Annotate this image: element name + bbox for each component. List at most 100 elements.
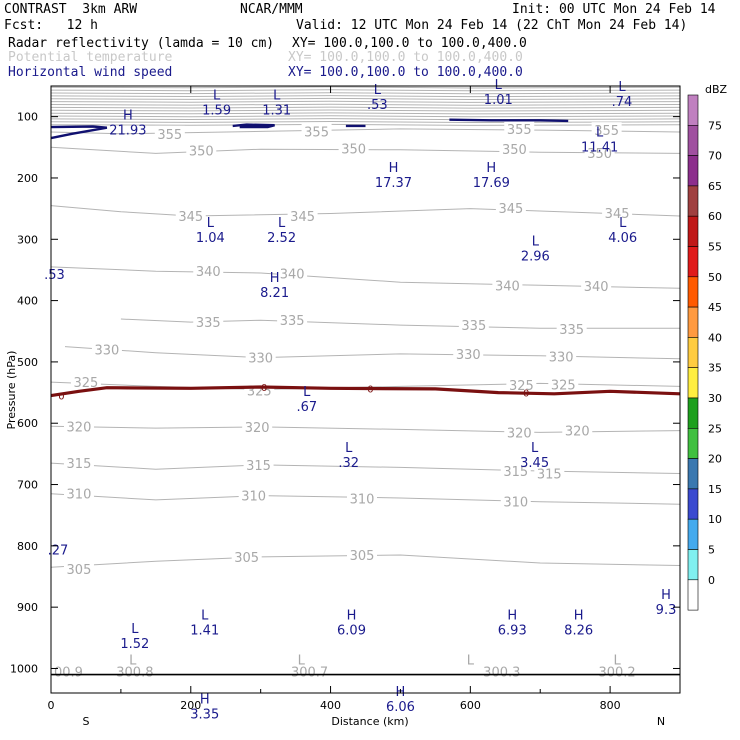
y-axis-label: Pressure (hPa) [5, 351, 18, 430]
wind-extreme-value: 9.3 [656, 603, 677, 618]
reflectivity-zero-line [50, 385, 681, 398]
theta-label-bg [504, 424, 535, 440]
theta-contour-label: 355 [594, 124, 619, 139]
theta-contour-label: 315 [246, 459, 271, 474]
theta-contour-label: 320 [507, 426, 532, 441]
wind-low-marker: L [531, 441, 539, 456]
theta-label-bg [63, 455, 94, 471]
theta-label-bg [492, 277, 523, 293]
theta-contour-line [50, 493, 681, 505]
colorbar-unit: dBZ [705, 83, 728, 96]
theta-label-bg [548, 376, 579, 392]
colorbar-label: 10 [708, 513, 722, 526]
wind-extreme-value: 4.06 [608, 231, 637, 246]
colorbar-swatch [687, 94, 699, 126]
theta-contour-label: 335 [461, 319, 486, 334]
colorbar-label: 30 [708, 392, 722, 405]
theta-contour-label: 335 [559, 323, 584, 338]
theta-label-bg [499, 141, 530, 157]
forecast-hour: Fcst: 12 h [4, 18, 98, 33]
theta-label-bg [70, 374, 101, 390]
colorbar-swatch [687, 155, 699, 187]
field-reflectivity-xy: XY= 100.0,100.0 to 100.0,400.0 [292, 36, 527, 51]
colorbar-label: 5 [708, 544, 715, 557]
colorbar-swatch [687, 276, 699, 308]
colorbar-swatch [687, 215, 699, 247]
theta-contour-label: 350 [502, 143, 527, 158]
wind-high-marker: H [486, 161, 496, 176]
theta-contour-label: 350 [587, 147, 612, 162]
model-title: CONTRAST 3km ARW [4, 2, 138, 17]
x-tick-label: 800 [600, 699, 621, 712]
theta-label-bg [63, 485, 94, 501]
wind-contour-line [50, 125, 108, 140]
wind-extreme-value: 1.31 [262, 103, 291, 118]
colorbar-swatch [687, 518, 699, 550]
wind-extreme-value: 1.41 [190, 623, 219, 638]
field-theta-xy: XY= 100.0,100.0 to 100.0,400.0 [288, 50, 523, 65]
field-wind: Horizontal wind speed [8, 65, 173, 80]
theta-surface-low: L [129, 653, 137, 668]
theta-contour-label: 355 [304, 125, 329, 140]
theta-contour-line [50, 205, 681, 217]
colorbar-label: 65 [708, 180, 722, 193]
theta-band-line [50, 89, 681, 92]
colorbar-label: 25 [708, 422, 722, 435]
theta-label-bg [242, 418, 273, 434]
theta-contour-label: 340 [280, 268, 305, 283]
wind-low-marker: L [213, 88, 221, 103]
wind-extreme-value: 6.06 [386, 700, 415, 715]
theta-label-bg [495, 200, 526, 216]
wind-low-marker: L [618, 80, 626, 95]
theta-surface-value: 300.2 [598, 666, 635, 681]
colorbar-swatch [687, 458, 699, 490]
valid-time: Valid: 12 UTC Mon 24 Feb 14 (22 ChT Mon … [296, 18, 688, 33]
theta-contour-label: 315 [67, 457, 92, 472]
theta-label-bg [175, 207, 206, 223]
theta-contour-label: 350 [189, 144, 214, 159]
theta-band-line [50, 118, 681, 121]
colorbar-swatch [687, 246, 699, 278]
wind-extreme-value: 8.26 [564, 623, 593, 638]
colorbar-label: 0 [708, 574, 715, 587]
colorbar-label: 35 [708, 362, 722, 375]
y-tick-label: 100 [17, 111, 38, 124]
theta-label-bg [500, 493, 531, 509]
theta-contour-label: 310 [67, 488, 92, 503]
theta-band-line [50, 115, 681, 118]
colorbar-swatch [687, 579, 699, 611]
theta-label-bg [504, 120, 535, 136]
theta-surface-value: 300.8 [116, 666, 153, 681]
wind-high-marker: H [389, 161, 399, 176]
theta-label-bg [63, 418, 94, 434]
theta-band-line [50, 112, 681, 115]
theta-contour-label: 335 [280, 314, 305, 329]
colorbar-swatch [687, 549, 699, 581]
wind-extreme-value: 6.09 [337, 623, 366, 638]
theta-band-line [50, 95, 681, 98]
wind-low-marker: L [278, 216, 286, 231]
theta-label-bg [301, 123, 332, 139]
reflectivity-contours: 0 0 0 0 [50, 383, 681, 403]
x-tick-label: 0 [48, 699, 55, 712]
theta-band-line [50, 92, 681, 95]
theta-label-bg [506, 377, 537, 393]
reflectivity-zero-label: 0 [523, 389, 529, 400]
theta-contour-label: 325 [551, 379, 576, 394]
x-tick-label: 600 [460, 699, 481, 712]
theta-contour-line [50, 554, 681, 568]
theta-contours: 355 355 355 355 350 350 350 350 345 345 345 345 340 3… [50, 120, 681, 681]
field-theta: Potential temperature [8, 50, 173, 65]
theta-label-bg [591, 122, 622, 138]
wind-low-marker: L [532, 234, 540, 249]
theta-contour-label: 330 [94, 344, 119, 359]
colorbar-swatch [687, 367, 699, 399]
x-tick-label: 400 [320, 699, 341, 712]
theta-label-bg [277, 312, 308, 328]
theta-contour-label: 355 [157, 128, 182, 143]
y-tick-label: 800 [17, 540, 38, 553]
theta-contour-label: 330 [456, 348, 481, 363]
wind-extreme-value: 6.93 [498, 623, 527, 638]
theta-contour-label: 310 [241, 490, 266, 505]
colorbar-label: 70 [708, 150, 722, 163]
